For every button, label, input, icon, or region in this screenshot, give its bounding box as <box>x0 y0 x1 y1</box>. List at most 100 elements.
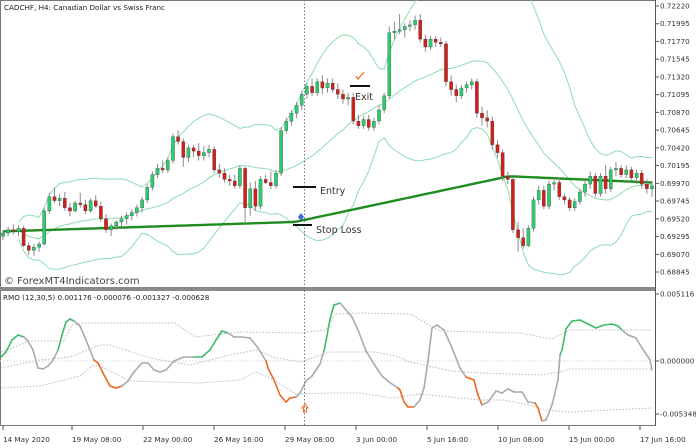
candle <box>305 83 309 100</box>
rmo-line-segment <box>521 391 529 403</box>
rmo-line-segment <box>443 329 453 349</box>
rmo-line-segment <box>47 359 54 367</box>
rmo-line-segment <box>165 360 175 371</box>
candle <box>645 179 649 194</box>
candle <box>593 173 598 197</box>
price-tick-label: 0.71320 <box>660 72 690 81</box>
candle <box>639 169 644 189</box>
candle <box>279 127 283 177</box>
stop-loss-label: Stop Loss <box>316 225 362 236</box>
candle <box>542 185 546 210</box>
candle <box>536 185 541 205</box>
rmo-line-segment <box>27 340 34 351</box>
candle <box>227 174 232 186</box>
rmo-line-segment <box>603 323 613 326</box>
rmo-line-segment <box>311 363 321 377</box>
time-tick-label: 15 Jun 00:00 <box>569 435 615 444</box>
candle <box>464 81 469 93</box>
rmo-line-segment <box>32 349 39 369</box>
candle <box>433 35 438 47</box>
rmo-line-segment <box>159 369 167 373</box>
price-tick-label: 0.69970 <box>660 179 690 188</box>
candle <box>222 168 227 183</box>
candle <box>480 106 484 126</box>
candle <box>21 225 26 248</box>
rmo-line-segment <box>241 336 251 339</box>
rmo-line-segment <box>477 394 483 406</box>
price-tick-label: 0.70420 <box>660 143 690 152</box>
rmo-line-segment <box>257 347 267 362</box>
rmo-line-segment <box>451 347 461 369</box>
rmo-line-segment <box>57 334 63 351</box>
candle <box>37 241 41 252</box>
candle <box>511 177 515 233</box>
candle <box>155 163 160 178</box>
candle <box>387 26 392 100</box>
rmo-line-segment <box>249 337 259 349</box>
candle <box>583 180 587 197</box>
candle <box>248 182 252 216</box>
candle <box>186 144 191 163</box>
rmo-line-segment <box>227 332 235 338</box>
candle <box>160 160 165 174</box>
price-tick-label: 0.70870 <box>660 108 690 117</box>
candle <box>93 195 98 208</box>
rmo-line-segment <box>133 362 143 373</box>
rmo-line-segment <box>403 401 409 408</box>
rmo-line-segment <box>561 328 567 351</box>
rmo-line-segment <box>215 330 223 341</box>
panel-separator[interactable] <box>0 287 656 291</box>
indicator-title: RMO (12,30,5) 0.001176 -0.000076 -0.0013… <box>3 293 210 302</box>
candle <box>114 220 119 230</box>
candle <box>609 166 613 193</box>
rmo-line-segment <box>459 367 467 378</box>
rmo-line-segment <box>545 404 553 421</box>
rmo-line-segment <box>399 389 405 403</box>
rmo-line-segment <box>465 376 475 381</box>
rmo-line-segment <box>153 369 161 373</box>
rmo-line-segment <box>23 336 29 342</box>
rmo-line-segment <box>173 356 185 362</box>
rmo-line-segment <box>273 379 281 396</box>
time-tick-label: 3 Jun 00:00 <box>356 435 398 444</box>
candle <box>119 215 124 227</box>
rmo-line-segment <box>267 367 275 381</box>
candle <box>428 35 433 51</box>
candle <box>408 20 412 32</box>
main-price-chart[interactable] <box>1 0 654 276</box>
candle <box>423 34 428 52</box>
rmo-line-segment <box>487 390 497 403</box>
candle <box>330 78 335 93</box>
candle <box>124 212 129 225</box>
rmo-line-segment <box>127 371 135 382</box>
candle <box>634 169 639 185</box>
candle <box>310 78 314 96</box>
rmo-line-segment <box>579 319 589 325</box>
rmo-line-segment <box>365 350 375 365</box>
entry-label: Entry <box>320 186 346 197</box>
price-tick-label: 0.71770 <box>660 37 690 46</box>
candle <box>217 163 222 178</box>
rmo-line-segment <box>289 396 297 399</box>
candle <box>650 180 654 197</box>
rmo-line-segment <box>0 351 7 358</box>
rmo-line-segment <box>121 380 129 387</box>
candle <box>130 209 134 221</box>
candle <box>315 78 319 96</box>
price-tick-label: 0.69745 <box>660 197 690 206</box>
candle <box>109 223 113 237</box>
candle <box>181 138 186 167</box>
candle <box>459 84 464 100</box>
rmo-line-segment <box>431 324 438 329</box>
rmo-line-segment <box>357 329 367 352</box>
candle <box>614 162 618 177</box>
bollinger-lower-band <box>18 126 652 276</box>
candle <box>624 165 628 178</box>
candle <box>562 193 567 205</box>
rmo-line-segment <box>79 325 87 341</box>
rmo-indicator-panel[interactable] <box>0 302 655 422</box>
candle <box>191 144 196 158</box>
time-tick-label: 26 May 16:00 <box>214 435 264 444</box>
plot-frame <box>0 0 656 426</box>
candle <box>42 207 46 246</box>
